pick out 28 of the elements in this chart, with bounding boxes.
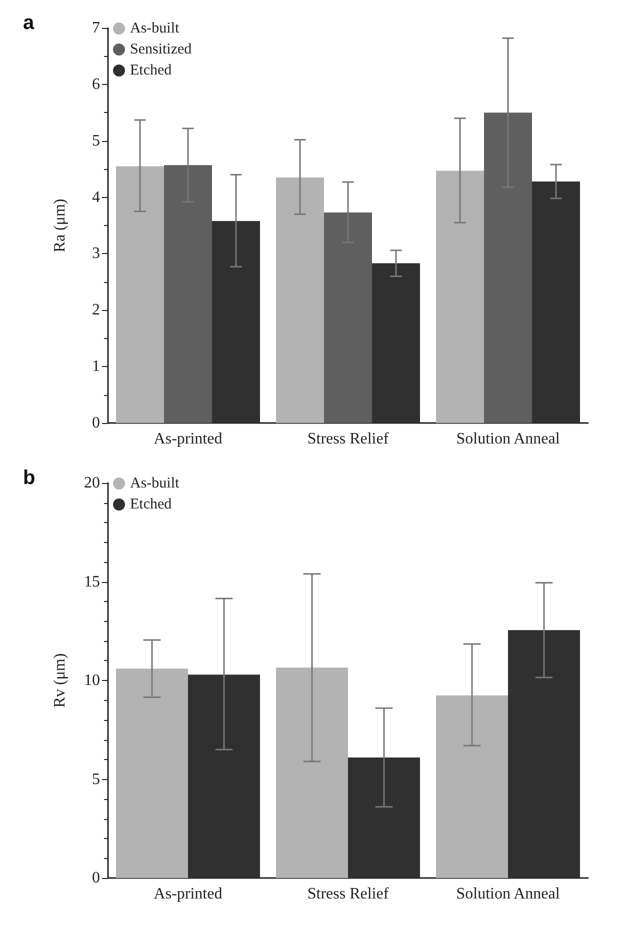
chart-title: a: [23, 12, 35, 34]
x-tick-label: Solution Anneal: [456, 430, 560, 448]
y-tick-label: 5: [92, 770, 100, 788]
y-tick-label: 1: [92, 358, 100, 376]
x-tick-label: As-printed: [154, 886, 222, 902]
y-tick-label: 0: [92, 870, 100, 886]
x-tick-label: Solution Anneal: [456, 886, 560, 902]
y-tick-label: 6: [92, 76, 100, 93]
x-tick-label: Stress Relief: [307, 430, 390, 448]
y-tick-label: 3: [92, 245, 100, 262]
x-tick-label: Stress Relief: [307, 886, 390, 902]
y-tick-label: 15: [84, 573, 100, 590]
y-tick-label: 20: [84, 474, 100, 492]
x-tick-label: As-printed: [154, 430, 222, 448]
y-tick-label: 5: [92, 132, 100, 150]
y-tick-label: 10: [84, 672, 100, 689]
chart-title: b: [23, 467, 36, 489]
legend-label: As-built: [130, 20, 180, 36]
legend-label: As-built: [130, 476, 180, 492]
legend-label: Etched: [130, 496, 172, 512]
y-tick-label: 0: [92, 414, 100, 432]
y-axis-title: Ra (μm): [52, 198, 68, 252]
legend-label: Sensitized: [130, 42, 192, 58]
y-axis-title: Rv (μm): [52, 653, 68, 708]
y-tick-label: 2: [92, 302, 100, 319]
legend-label: Etched: [130, 62, 172, 78]
y-tick-label: 7: [92, 20, 100, 36]
y-tick-label: 4: [92, 188, 100, 206]
